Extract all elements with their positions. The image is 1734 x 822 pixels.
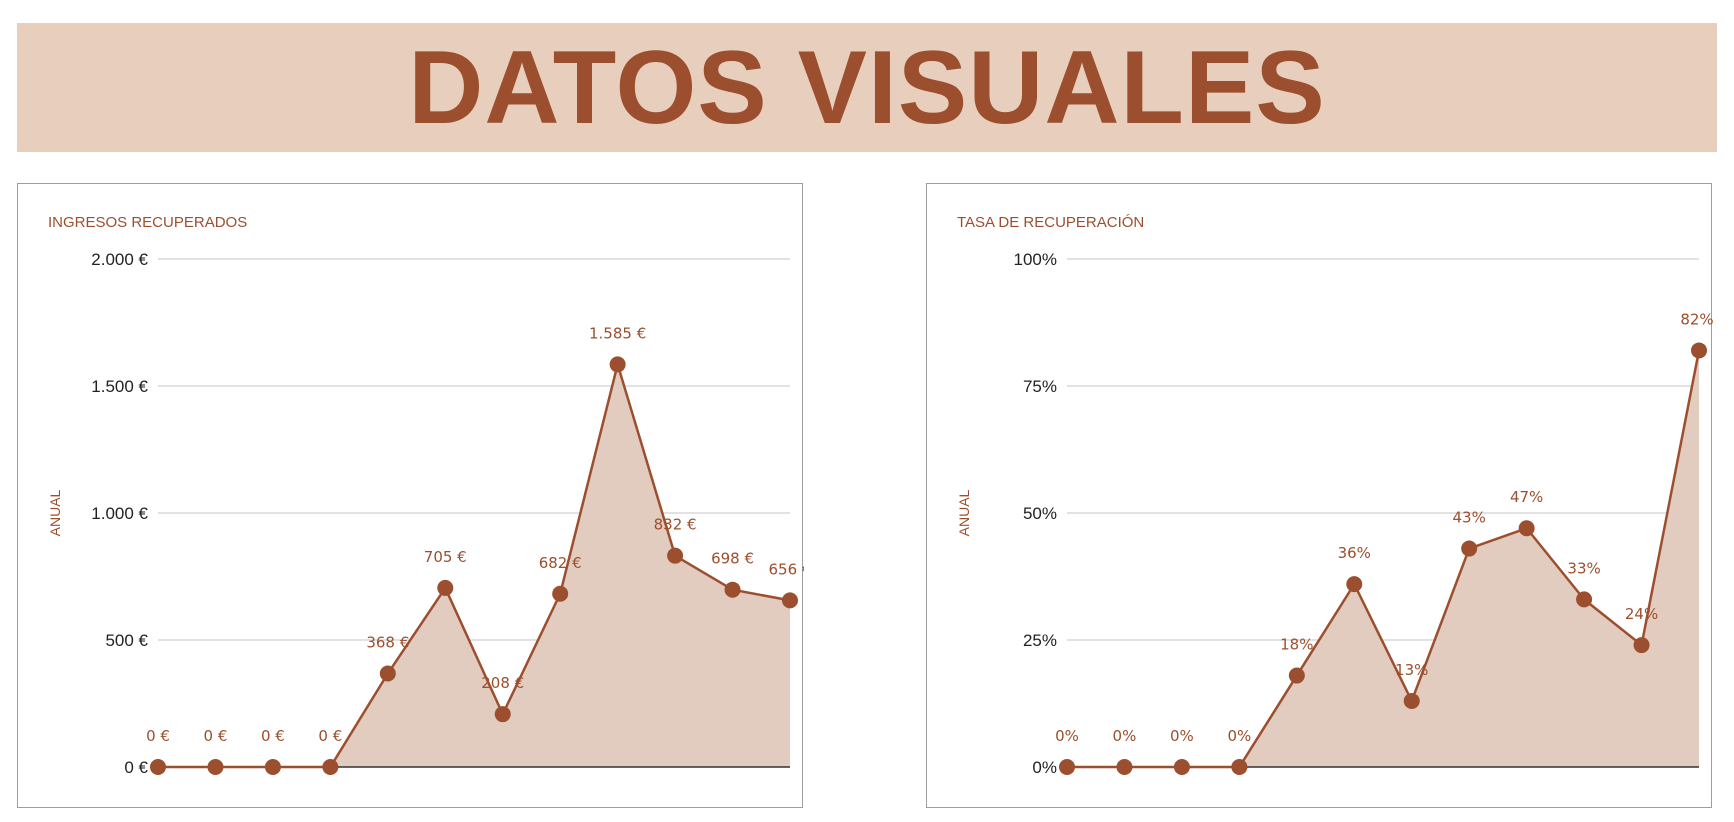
chart-title: TASA DE RECUPERACIÓN	[957, 214, 1145, 231]
y-tick-label: 100%	[1014, 250, 1057, 269]
data-label: 18%	[1280, 636, 1313, 654]
chart-tasa-recuperacion: 0% 25% 50% 75% 100% ANUAL 0% 0% 0% 0% 18% 36% 13% 43%…	[956, 250, 1713, 777]
data-label: 0%	[1170, 727, 1194, 745]
data-label: 0 €	[146, 727, 170, 745]
data-point	[1403, 692, 1420, 709]
data-point	[1461, 540, 1478, 557]
data-label: 1.585 €	[589, 324, 646, 342]
series-line	[1067, 350, 1701, 769]
data-label: 832 €	[654, 516, 697, 534]
data-point	[782, 592, 798, 609]
data-label: 0 €	[261, 727, 285, 745]
data-label: 705 €	[424, 548, 467, 566]
data-point	[1116, 759, 1133, 775]
data-point	[552, 585, 569, 602]
data-point	[1633, 637, 1650, 654]
data-label: 698 €	[711, 550, 754, 568]
data-label: 13%	[1395, 661, 1428, 679]
data-label: 368 €	[366, 634, 409, 652]
data-point	[322, 759, 339, 775]
data-point	[207, 759, 224, 775]
chart-title: INGRESOS RECUPERADOS	[48, 214, 248, 231]
data-point	[1173, 759, 1190, 775]
data-point	[264, 759, 281, 775]
data-point	[724, 581, 741, 598]
data-point	[1691, 342, 1707, 359]
title-banner: DATOS VISUALES	[17, 23, 1717, 152]
data-point	[494, 706, 511, 723]
chart-card-tasa: TASA DE RECUPERACIÓN 0% 25% 50% 75% 100% ANUA…	[926, 183, 1713, 808]
page-title: DATOS VISUALES	[408, 29, 1326, 146]
data-label: 208 €	[481, 674, 524, 692]
data-label: 656 €	[769, 560, 804, 578]
data-point	[1059, 759, 1075, 775]
y-tick-label: 75%	[1023, 377, 1057, 396]
data-label: 0%	[1113, 727, 1137, 745]
data-label: 0%	[1227, 727, 1251, 745]
y-tick-label: 1.000 €	[91, 504, 148, 523]
area-fill	[1067, 350, 1699, 767]
y-tick-label: 0%	[1032, 758, 1057, 777]
data-point	[1231, 759, 1248, 775]
data-point	[379, 665, 396, 682]
data-point	[1288, 667, 1305, 684]
data-point	[437, 579, 454, 596]
data-label: 33%	[1567, 559, 1600, 577]
data-label: 0%	[1055, 727, 1079, 745]
data-label: 47%	[1510, 488, 1543, 506]
data-label: 24%	[1625, 605, 1658, 623]
y-tick-label: 50%	[1023, 504, 1057, 523]
data-label: 0 €	[204, 727, 228, 745]
data-label: 36%	[1338, 544, 1371, 562]
chart-ingresos-recuperados: 0 € 500 € 1.000 € 1.500 € 2.000 € ANUAL 0 € 0 €…	[47, 250, 804, 777]
y-tick-label: 500 €	[105, 631, 148, 650]
data-point	[1518, 520, 1535, 537]
data-label: 82%	[1680, 310, 1713, 328]
data-point	[667, 547, 684, 564]
series-line	[158, 363, 791, 769]
data-point	[1346, 576, 1363, 593]
data-label: 0 €	[318, 727, 342, 745]
y-tick-label: 2.000 €	[91, 250, 148, 269]
chart-card-ingresos: INGRESOS RECUPERADOS 0 € 500 € 1.000 € 1.50…	[17, 183, 804, 808]
y-tick-label: 0 €	[124, 758, 148, 777]
area-fill	[158, 364, 790, 767]
y-axis-label: ANUAL	[47, 489, 63, 536]
data-point	[1576, 591, 1593, 608]
data-point	[609, 356, 626, 373]
y-axis-label: ANUAL	[956, 489, 972, 536]
y-tick-label: 1.500 €	[91, 377, 148, 396]
data-point	[150, 759, 166, 775]
y-tick-label: 25%	[1023, 631, 1057, 650]
data-label: 43%	[1453, 509, 1486, 527]
data-label: 682 €	[539, 554, 582, 572]
